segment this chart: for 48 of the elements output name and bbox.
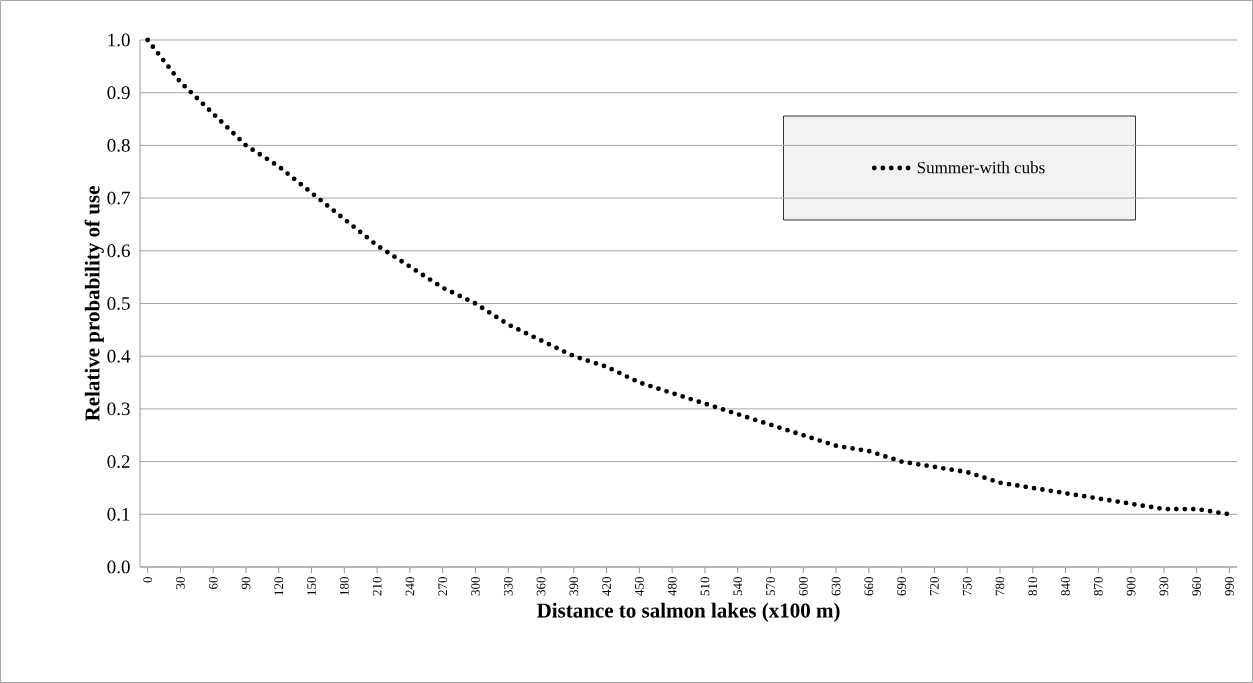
x-tick-label: 270 [438,577,448,596]
y-axis-title: Relative probability of use [84,186,104,422]
x-tick-label: 840 [1061,577,1070,596]
x-tick-label: 360 [536,577,546,596]
x-tick-label: 330 [503,577,513,596]
x-tick-label: 900 [1126,577,1136,596]
y-tick-label: 0.7 [107,191,130,205]
x-tick-label: 810 [1028,577,1038,596]
y-tick-label: 0.3 [107,402,130,416]
x-tick-label: 630 [831,577,841,596]
x-tick-label: 240 [405,577,415,596]
x-tick-label: 300 [471,577,480,596]
y-tick-label: 0.4 [107,349,131,363]
y-tick-label: 0.8 [107,138,130,152]
x-tick-label: 930 [1159,577,1169,596]
y-tick-label: 0.9 [107,86,130,100]
x-tick-label: 750 [962,577,972,596]
x-tick-label: 780 [995,577,1005,596]
x-tick-label: 870 [1093,577,1103,596]
y-tick-label: 0.6 [107,244,130,258]
legend-label: Summer-with cubs [917,161,1045,174]
x-tick-label: 450 [634,577,644,596]
y-tick-label: 0.2 [107,455,130,469]
x-tick-label: 600 [798,577,808,596]
x-tick-label: 0 [143,577,153,583]
x-tick-label: 180 [339,577,349,595]
x-tick-label: 690 [897,577,907,596]
y-tick-label: 0.1 [107,507,130,521]
y-tick-label: 0.0 [107,560,130,574]
x-tick-label: 660 [864,577,874,596]
x-tick-label: 510 [700,577,710,596]
x-tick-label: 60 [208,577,218,589]
x-tick-label: 540 [733,577,743,596]
x-tick-label: 990 [1225,577,1234,596]
x-tick-label: 150 [307,577,316,595]
x-tick-label: 480 [667,577,677,596]
x-tick-label: 570 [766,577,775,596]
y-tick-label: 0.5 [107,297,130,310]
y-tick-label: 1.0 [108,33,130,47]
x-tick-label: 210 [372,577,382,596]
x-tick-label: 390 [569,577,579,596]
x-tick-label: 720 [930,577,939,596]
x-tick-label: 120 [274,577,284,595]
x-tick-label: 30 [176,577,185,589]
x-tick-label: 90 [241,577,251,590]
x-tick-label: 420 [602,577,611,596]
x-tick-label: 960 [1192,577,1202,596]
x-axis-title: Distance to salmon lakes (x100 m) [536,602,840,622]
